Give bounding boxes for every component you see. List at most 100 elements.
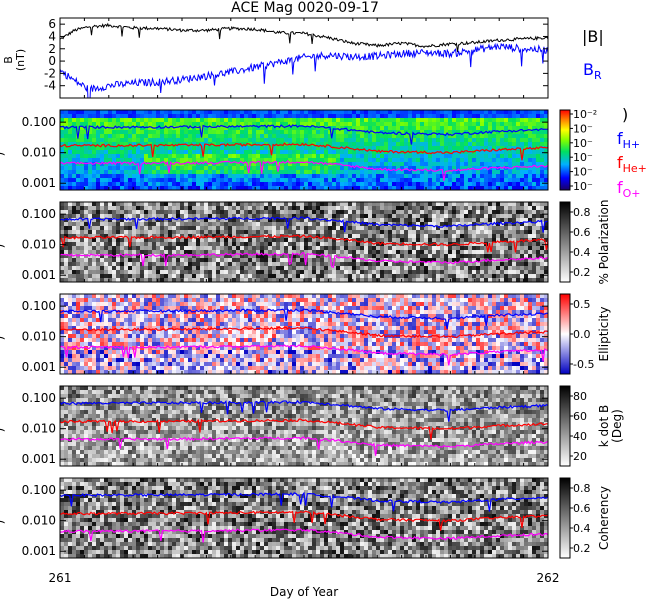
spectrogram-cell xyxy=(424,138,429,143)
spectrogram-cell xyxy=(200,174,205,179)
spectrogram-cell xyxy=(472,226,477,231)
spectrogram-cell xyxy=(376,142,381,147)
spectrogram-cell xyxy=(428,146,433,151)
spectrogram-cell xyxy=(128,186,133,190)
series-b-magnitude xyxy=(60,22,548,53)
spectrogram-cell xyxy=(444,130,449,135)
spectrogram-cell xyxy=(100,270,105,275)
spectrogram-cell xyxy=(252,162,257,167)
spectrogram-cell xyxy=(376,154,381,159)
spectrogram-cell xyxy=(240,122,245,127)
spectrogram-cell xyxy=(176,206,181,211)
spectrogram-cell xyxy=(188,174,193,179)
spectrogram-cell xyxy=(440,262,445,267)
spectrogram-cell xyxy=(436,134,441,139)
spectrogram-cell xyxy=(492,150,497,155)
spectrogram-cell xyxy=(504,266,509,271)
spectrogram-cell xyxy=(72,270,77,275)
spectrogram-cell xyxy=(160,270,165,275)
spectrogram-cell xyxy=(180,274,185,279)
spectrogram-cell xyxy=(328,270,333,275)
spectrogram-cell xyxy=(368,186,373,190)
spectrogram-cell xyxy=(116,138,121,143)
spectrogram-cell xyxy=(344,234,349,239)
spectrogram-cell xyxy=(88,114,93,119)
spectrogram-cell xyxy=(492,274,497,279)
spectrogram-cell xyxy=(92,150,97,155)
spectrogram-cell xyxy=(400,274,405,279)
spectrogram-cell xyxy=(328,138,333,143)
spectrogram-cell xyxy=(124,186,129,190)
spectrogram-cell xyxy=(256,262,261,267)
spectrogram-cell xyxy=(64,126,69,131)
spectrogram-cell xyxy=(240,258,245,263)
spectrogram-cell xyxy=(336,174,341,179)
spectrogram-cell xyxy=(132,114,137,119)
spectrogram-cell xyxy=(380,202,385,207)
spectrogram-cell xyxy=(532,158,537,163)
spectrogram-cell xyxy=(108,134,113,139)
spectrogram-cell xyxy=(400,154,405,159)
spectrogram-cell xyxy=(280,174,285,179)
spectrogram-cell xyxy=(248,110,253,115)
spectrogram-cell xyxy=(492,226,497,231)
spectrogram-cell xyxy=(92,266,97,271)
spectrogram-cell xyxy=(224,250,229,255)
spectrogram-cell xyxy=(120,246,125,251)
spectrogram-cell xyxy=(240,214,245,219)
spectrogram-cell xyxy=(312,238,317,243)
spectrogram-cell xyxy=(228,118,233,123)
spectrogram-cell xyxy=(204,202,209,207)
spectrogram-cell xyxy=(492,110,497,115)
spectrogram-cell xyxy=(360,174,365,179)
spectrogram-cell xyxy=(436,230,441,235)
spectrogram-cell xyxy=(68,214,73,219)
spectrogram-cell xyxy=(288,242,293,247)
spectrogram-cell xyxy=(292,226,297,231)
spectrogram-cell xyxy=(520,206,525,211)
spectrogram-cell xyxy=(460,234,465,239)
spectrogram-cell xyxy=(292,278,297,282)
spectrogram-cell xyxy=(372,218,377,223)
spectrogram-cell xyxy=(424,170,429,175)
spectrogram-cell xyxy=(76,114,81,119)
spectrogram-cell xyxy=(212,126,217,131)
spectrogram-cell xyxy=(468,162,473,167)
spectrogram-cell xyxy=(400,146,405,151)
spectrogram-cell xyxy=(108,138,113,143)
spectrogram-cell xyxy=(268,150,273,155)
spectrogram-cell xyxy=(232,158,237,163)
spectrogram-cell xyxy=(428,242,433,247)
spectrogram-cell xyxy=(532,222,537,227)
spectrogram-cell xyxy=(176,154,181,159)
spectrogram-cell xyxy=(264,226,269,231)
spectrogram-cell xyxy=(440,206,445,211)
spectrogram-cell xyxy=(500,242,505,247)
spectrogram-cell xyxy=(208,246,213,251)
spectrogram-cell xyxy=(420,274,425,279)
spectrogram-cell xyxy=(168,174,173,179)
spectrogram-cell xyxy=(508,242,513,247)
spectrogram-cell xyxy=(116,250,121,255)
legend-br: BR xyxy=(583,60,602,82)
spectrogram-cell xyxy=(316,178,321,183)
spectrogram-cell xyxy=(508,270,513,275)
spectrogram-cell xyxy=(536,122,541,127)
spectrogram-cell xyxy=(388,266,393,271)
spectrogram-cell xyxy=(224,226,229,231)
spectrogram-cell xyxy=(96,262,101,267)
spectrogram-cell xyxy=(412,126,417,131)
spectrogram-cell xyxy=(96,218,101,223)
spectrogram-cell xyxy=(200,182,205,187)
spectrogram-cell xyxy=(480,146,485,151)
spectrogram-cell xyxy=(412,274,417,279)
spectrogram-cell xyxy=(468,178,473,183)
spectrogram-cell xyxy=(168,118,173,123)
spectrogram-cell xyxy=(340,118,345,123)
spectrogram-cell xyxy=(380,166,385,171)
spectrogram-cell xyxy=(244,162,249,167)
spectrogram-cell xyxy=(508,186,513,190)
spectrogram-cell xyxy=(176,266,181,271)
spectrogram-cell xyxy=(280,182,285,187)
spectrogram-cell xyxy=(352,118,357,123)
